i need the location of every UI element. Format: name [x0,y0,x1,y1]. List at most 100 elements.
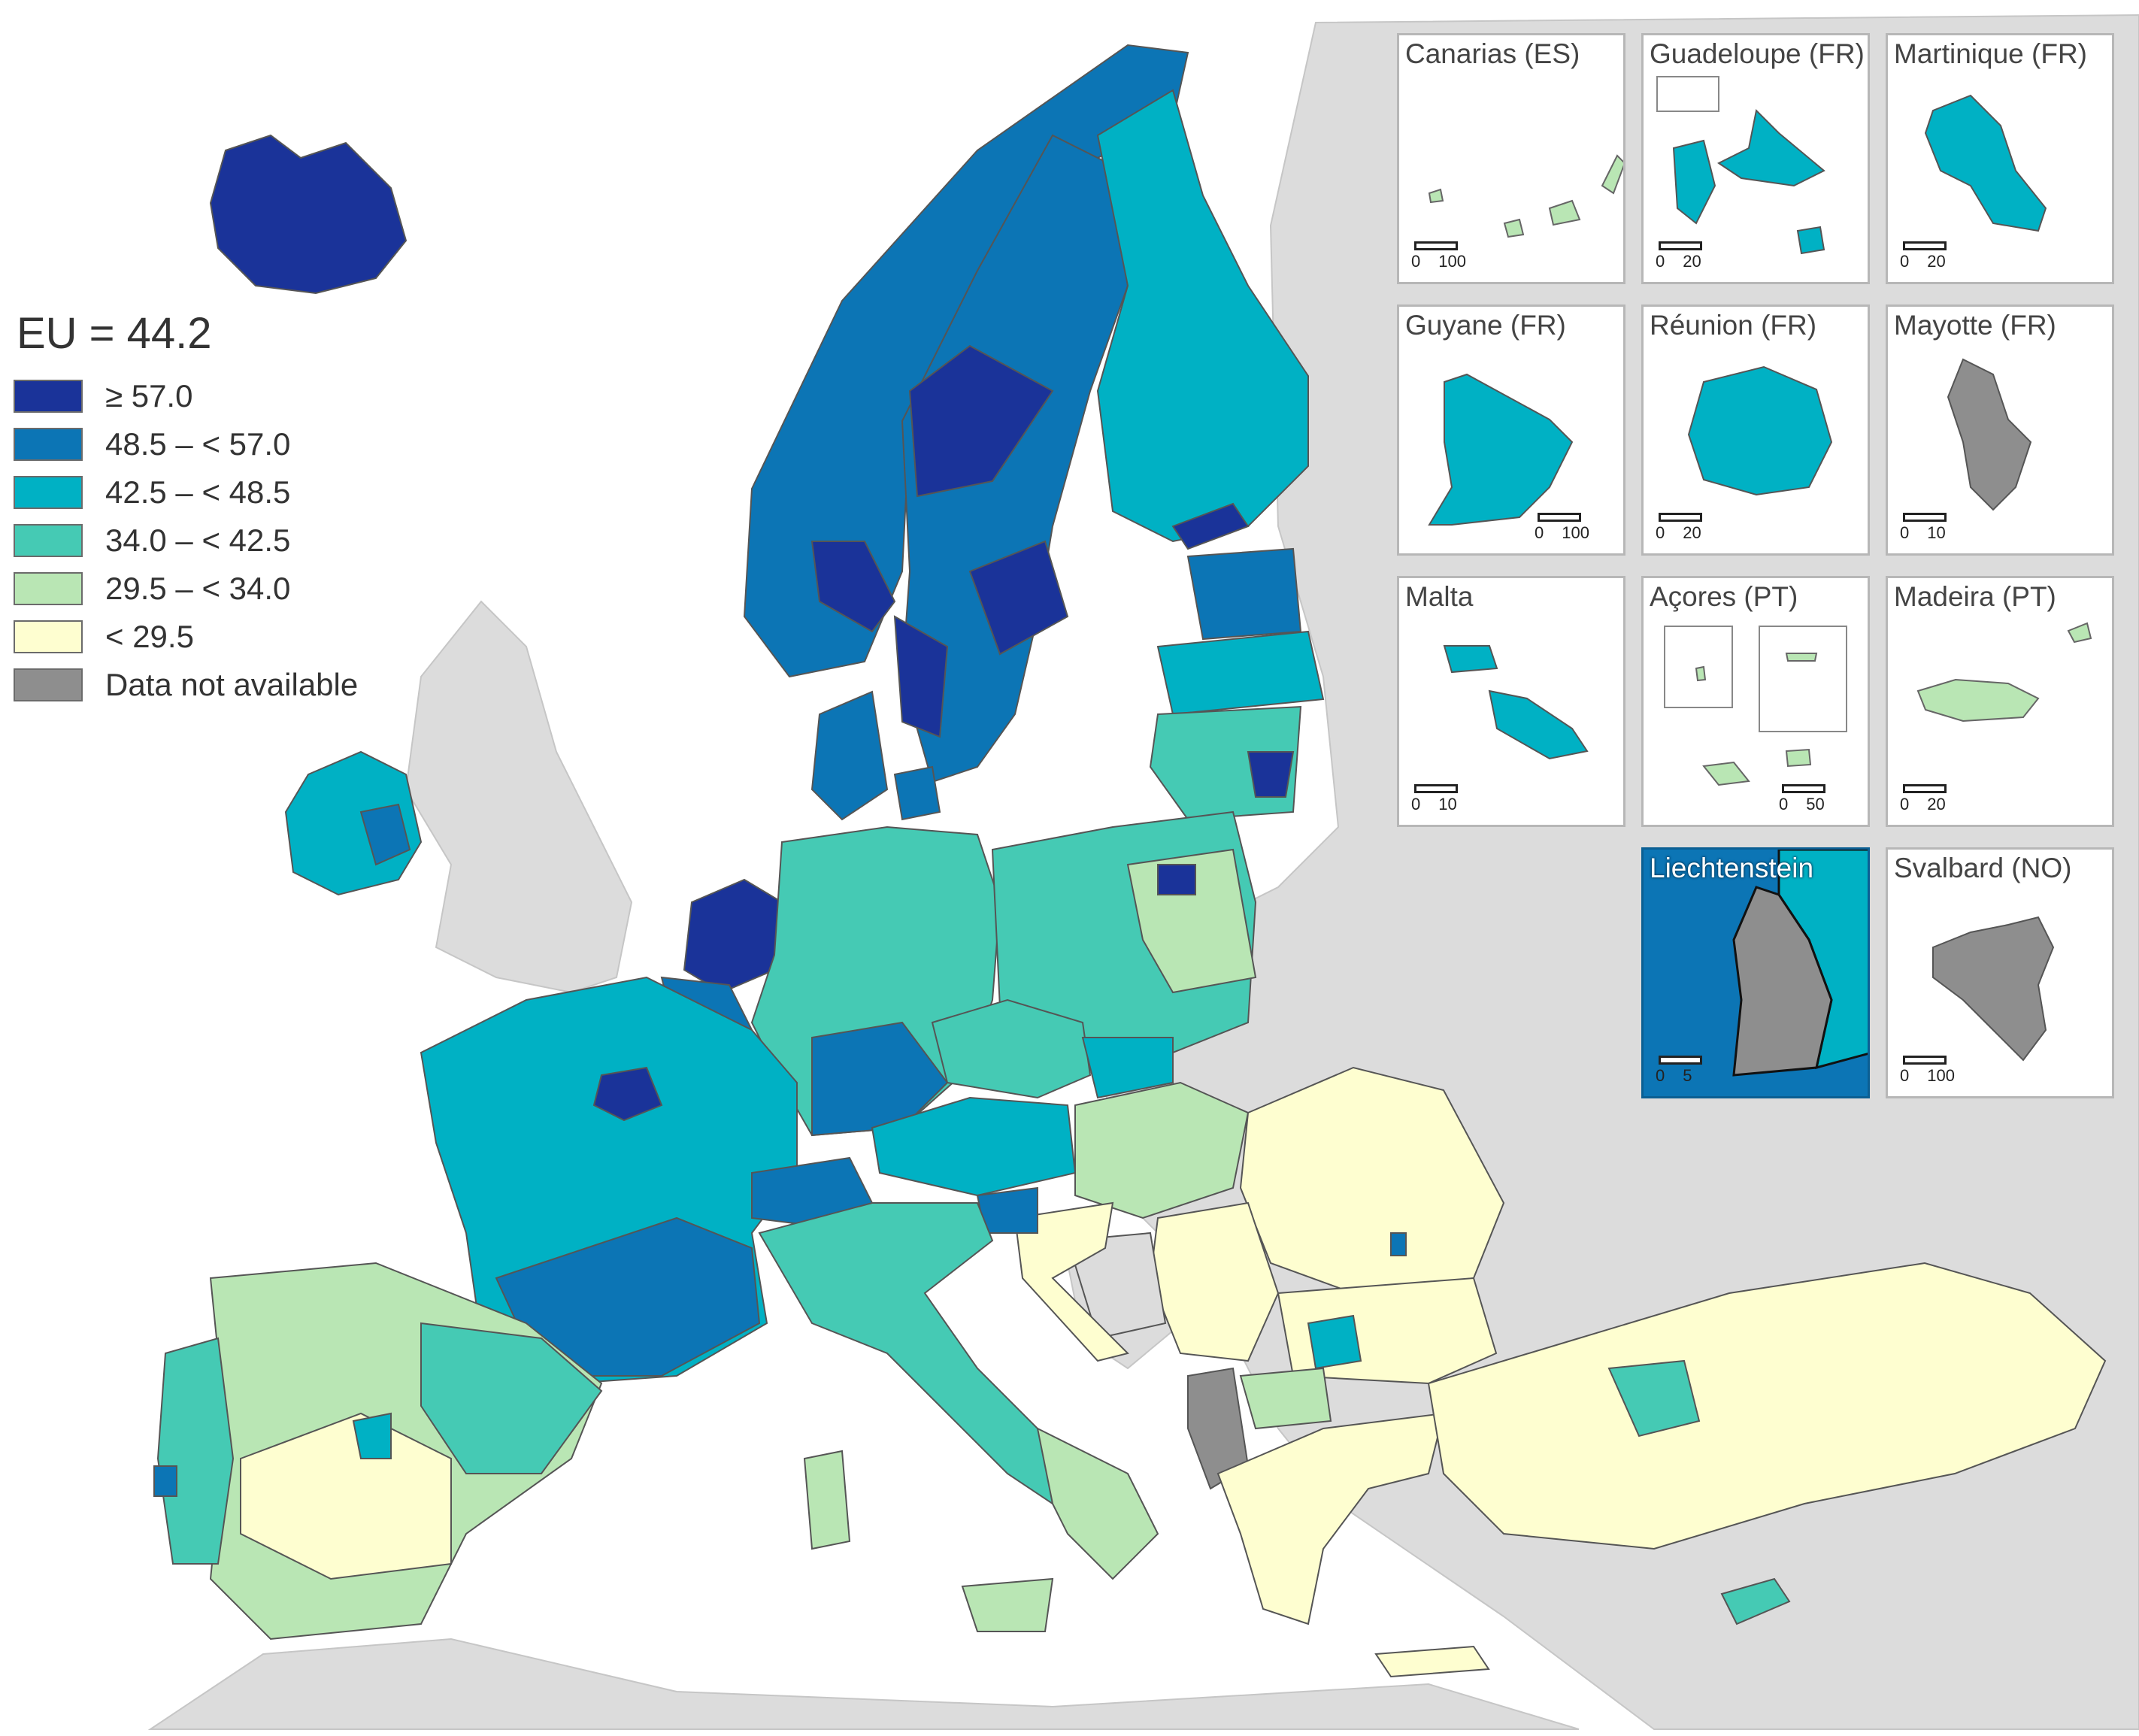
legend-item: 29.5 – < 34.0 [14,565,358,613]
region-italy-south [1036,1427,1159,1580]
inset-martinique-shape [1924,94,2047,232]
inset-malta-shape [1443,645,1589,760]
inset-mayotte-shape [1947,358,2032,511]
scale-bar: 0 100 [1535,513,1607,543]
region-turkey-ankara [1607,1359,1701,1438]
legend-title: EU = 44.2 [17,309,212,358]
region-sweden-north [908,344,1054,498]
scale-bar: 0 100 [1411,241,1484,271]
inset-reunion-shape [1687,365,1833,496]
region-bosnia [1066,1232,1167,1340]
legend-label: < 29.5 [105,619,194,654]
inset-title: Svalbard (NO) [1894,853,2072,883]
scale-bar: 0 20 [1656,513,1719,543]
scale-bar: 0 20 [1900,784,1964,814]
inset-title: Réunion (FR) [1650,310,1817,341]
region-finland-helsinki [1171,502,1250,550]
inset-guyane: Guyane (FR) 0 100 [1397,304,1625,556]
legend-swatch [14,380,83,413]
inset-reunion: Réunion (FR) 0 20 [1641,304,1870,556]
region-lithuania-vilnius [1247,751,1295,798]
legend-label: 29.5 – < 34.0 [105,571,291,606]
inset-title: Canarias (ES) [1405,38,1580,69]
region-portugal [156,1337,235,1565]
inset-title: Liechtenstein [1650,853,1814,883]
inset-title: Malta [1405,581,1474,612]
region-finland [1096,89,1309,543]
legend-swatch [14,572,83,605]
scale-bar: 0 20 [1900,241,1964,271]
region-hungary [1074,1081,1250,1219]
legend-label: ≥ 57.0 [105,378,193,414]
region-sicily [961,1577,1054,1632]
legend-item: ≥ 57.0 [14,372,358,420]
inset-title: Açores (PT) [1650,581,1798,612]
inset-martinique: Martinique (FR) 0 20 [1886,33,2114,284]
legend-label: Data not available [105,667,359,702]
region-sweden-stockholm [968,540,1069,656]
inset-svalbard-shape [1932,916,2055,1062]
legend-swatch [14,668,83,701]
legend-item: < 29.5 [14,613,358,661]
region-cyprus [1720,1577,1791,1625]
region-bulgaria-sofia [1307,1314,1362,1370]
scale-bar: 0 10 [1900,513,1964,543]
region-croatia [1013,1201,1129,1362]
legend-label: 34.0 – < 42.5 [105,523,291,558]
scale-bar: 0 50 [1779,784,1843,814]
inset-acores: Açores (PT) 0 50 [1641,576,1870,827]
inset-guyane-shape [1428,373,1574,526]
region-slovakia [1081,1037,1174,1099]
scale-bar: 0 20 [1656,241,1719,271]
inset-title: Madeira (PT) [1894,581,2056,612]
region-estonia [1186,547,1302,641]
region-ireland-east [359,803,411,866]
inset-canarias-shape [1428,154,1623,238]
region-romania-bucharest [1390,1232,1407,1256]
inset-mayotte: Mayotte (FR) 0 10 [1886,304,2114,556]
scale-bar: 0 100 [1900,1056,1973,1086]
region-sweden-south [893,615,949,738]
inset-madeira-shape [1916,622,2092,723]
region-latvia [1156,630,1325,716]
legend-item: Data not available [14,661,358,709]
inset-canarias: Canarias (ES) 0 100 [1397,33,1625,284]
inset-svalbard: Svalbard (NO) 0 100 [1886,847,2114,1098]
legend-swatch [14,428,83,461]
map-legend: EU = 44.2 ≥ 57.0 48.5 – < 57.0 42.5 – < 48… [14,308,358,709]
legend-item: 34.0 – < 42.5 [14,517,358,565]
inset-title: Guadeloupe (FR) [1650,38,1865,69]
region-crete [1374,1645,1490,1678]
inset-title: Martinique (FR) [1894,38,2087,69]
inset-liechtenstein-shape [1732,850,1868,1077]
inset-acores-shape [1664,626,1847,786]
region-germany-south [811,1021,949,1137]
legend-item: 48.5 – < 57.0 [14,420,358,468]
legend-item: 42.5 – < 48.5 [14,468,358,517]
region-iceland [209,134,408,295]
legend-swatch [14,476,83,509]
scale-bar: 0 10 [1411,784,1475,814]
inset-guadeloupe: Guadeloupe (FR) 0 20 [1641,33,1870,284]
region-spain-northeast [420,1322,603,1474]
inset-title: Mayotte (FR) [1894,310,2056,341]
inset-title: Guyane (FR) [1405,310,1566,341]
region-sardinia [803,1450,851,1550]
region-denmark-islands [893,765,941,821]
region-denmark [810,690,889,821]
region-czechia [931,998,1092,1099]
legend-swatch [14,620,83,653]
inset-madeira: Madeira (PT) 0 20 [1886,576,2114,827]
region-poland-warsaw [1157,864,1196,895]
region-spain-center [240,1412,452,1580]
region-norway-oslo [810,541,896,633]
inset-malta: Malta 0 10 [1397,576,1625,827]
region-france-paris [592,1066,663,1122]
region-north-macedonia [1239,1367,1332,1430]
legend-label: 48.5 – < 57.0 [105,426,291,462]
region-greece [1216,1412,1445,1625]
region-turkey [1427,1262,2107,1550]
